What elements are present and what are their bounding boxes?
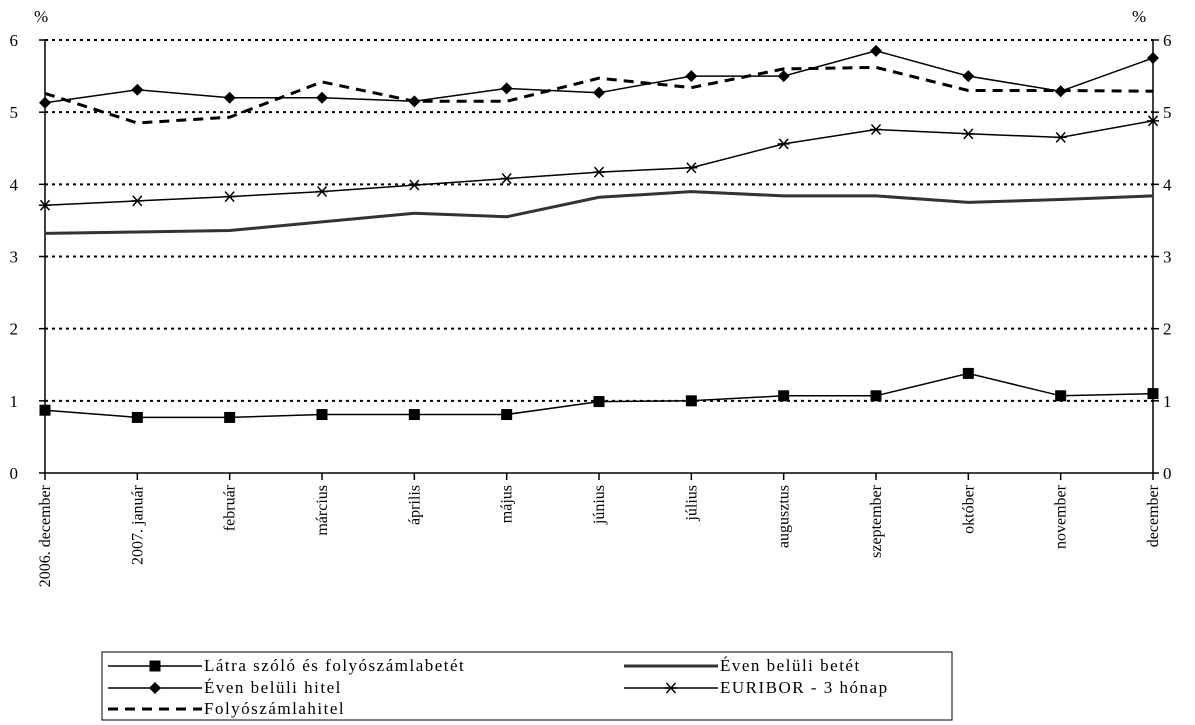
legend-label: EURIBOR - 3 hónap bbox=[720, 678, 889, 697]
x-tick-label: december bbox=[1145, 484, 1162, 547]
x-tick-label: november bbox=[1053, 484, 1070, 549]
legend-box bbox=[101, 651, 953, 721]
data-point-diamond bbox=[593, 86, 605, 99]
data-point-star bbox=[223, 191, 236, 203]
legend-item: Éven belüli betét bbox=[624, 656, 861, 675]
data-point-star bbox=[1054, 131, 1067, 143]
y-tick-label: 6 bbox=[1163, 31, 1172, 50]
x-tick-label: október bbox=[960, 484, 977, 534]
data-point-diamond bbox=[962, 70, 975, 83]
data-point-star bbox=[962, 128, 975, 140]
data-point-star bbox=[316, 186, 328, 198]
y-tick-label: 0 bbox=[10, 464, 19, 483]
data-point-square bbox=[408, 409, 420, 421]
series-4 bbox=[39, 115, 1159, 211]
data-point-star bbox=[500, 173, 513, 185]
x-tick-label: augusztus bbox=[776, 485, 793, 548]
data-point-star bbox=[131, 195, 144, 207]
data-point-square bbox=[778, 390, 790, 402]
x-tick-label: 2006. december bbox=[37, 484, 54, 587]
y-tick-label: 3 bbox=[1163, 248, 1172, 267]
data-point-square bbox=[131, 411, 143, 423]
y-tick-label: 4 bbox=[1163, 175, 1172, 194]
y-axis-right-unit: % bbox=[1132, 7, 1146, 26]
x-tick-label: 2007. január bbox=[129, 484, 146, 565]
data-point-square bbox=[1055, 390, 1067, 402]
legend: Látra szóló és folyószámlabetét Éven belü… bbox=[101, 651, 953, 721]
series-line bbox=[44, 372, 1154, 419]
data-point-diamond bbox=[39, 96, 51, 109]
data-point-square bbox=[316, 409, 328, 421]
data-point-square bbox=[962, 367, 974, 379]
data-point-star bbox=[408, 179, 421, 191]
series-line bbox=[44, 65, 1154, 125]
data-point-star bbox=[870, 123, 882, 135]
series-group bbox=[39, 44, 1159, 423]
y-tick-label: 4 bbox=[10, 175, 19, 194]
data-point-diamond bbox=[777, 70, 790, 83]
x-tick-label: június bbox=[591, 485, 608, 525]
y-tick-label: 3 bbox=[10, 248, 19, 267]
x-tick-label: szeptember bbox=[868, 484, 885, 558]
legend-item: EURIBOR - 3 hónap bbox=[624, 678, 889, 697]
series-2 bbox=[44, 190, 1154, 235]
x-tick-label: július bbox=[683, 485, 700, 522]
x-axis-ticks: 2006. december 2007. január február március… bbox=[37, 473, 1162, 587]
data-point-diamond bbox=[870, 44, 882, 57]
data-point-square bbox=[593, 396, 605, 408]
y-axis-left-ticks: 0 1 2 3 4 5 6 bbox=[10, 31, 45, 483]
data-point-diamond bbox=[1147, 52, 1159, 65]
x-tick-label: február bbox=[222, 484, 239, 531]
y-tick-label: 2 bbox=[1163, 320, 1172, 339]
data-point-diamond bbox=[149, 682, 161, 694]
data-point-diamond bbox=[131, 83, 144, 96]
legend-label: Látra szóló és folyószámlabetét bbox=[204, 656, 465, 675]
y-tick-label: 2 bbox=[10, 320, 19, 339]
data-point-square bbox=[39, 404, 51, 416]
data-point-star bbox=[665, 682, 677, 694]
series-1 bbox=[39, 367, 1159, 423]
x-tick-label: május bbox=[499, 485, 516, 523]
data-point-square bbox=[685, 395, 697, 407]
y-axis-right-ticks: 0 1 2 3 4 5 6 bbox=[1153, 31, 1172, 483]
series-5 bbox=[44, 65, 1154, 125]
y-tick-label: 6 bbox=[10, 31, 19, 50]
series-line bbox=[44, 120, 1154, 207]
series-line bbox=[44, 190, 1154, 235]
data-point-star bbox=[593, 166, 605, 178]
data-point-square bbox=[224, 411, 236, 423]
data-point-diamond bbox=[500, 82, 513, 95]
legend-item: Éven belüli hitel bbox=[108, 678, 342, 697]
data-point-star bbox=[1147, 115, 1159, 127]
data-point-star bbox=[39, 199, 51, 211]
y-tick-label: 1 bbox=[1163, 392, 1172, 411]
x-tick-label: április bbox=[406, 485, 423, 525]
legend-item: Látra szóló és folyószámlabetét bbox=[108, 656, 465, 675]
y-tick-label: 5 bbox=[10, 103, 19, 122]
data-point-diamond bbox=[223, 91, 236, 104]
y-tick-label: 1 bbox=[10, 392, 19, 411]
y-tick-label: 5 bbox=[1163, 103, 1172, 122]
legend-item: Folyószámlahitel bbox=[108, 699, 345, 718]
data-point-square bbox=[870, 390, 882, 402]
data-point-diamond bbox=[685, 70, 698, 83]
data-point-star bbox=[685, 162, 698, 174]
data-point-star bbox=[777, 138, 790, 150]
data-point-diamond bbox=[316, 91, 328, 104]
legend-label: Folyószámlahitel bbox=[204, 699, 345, 718]
data-point-square bbox=[501, 409, 513, 421]
data-point-square bbox=[1147, 388, 1159, 400]
y-axis-left-unit: % bbox=[34, 7, 48, 26]
y-tick-label: 0 bbox=[1163, 464, 1172, 483]
legend-label: Éven belüli hitel bbox=[204, 678, 342, 697]
data-point-square bbox=[149, 660, 161, 672]
x-tick-label: március bbox=[314, 485, 331, 536]
legend-label: Éven belüli betét bbox=[720, 656, 861, 675]
